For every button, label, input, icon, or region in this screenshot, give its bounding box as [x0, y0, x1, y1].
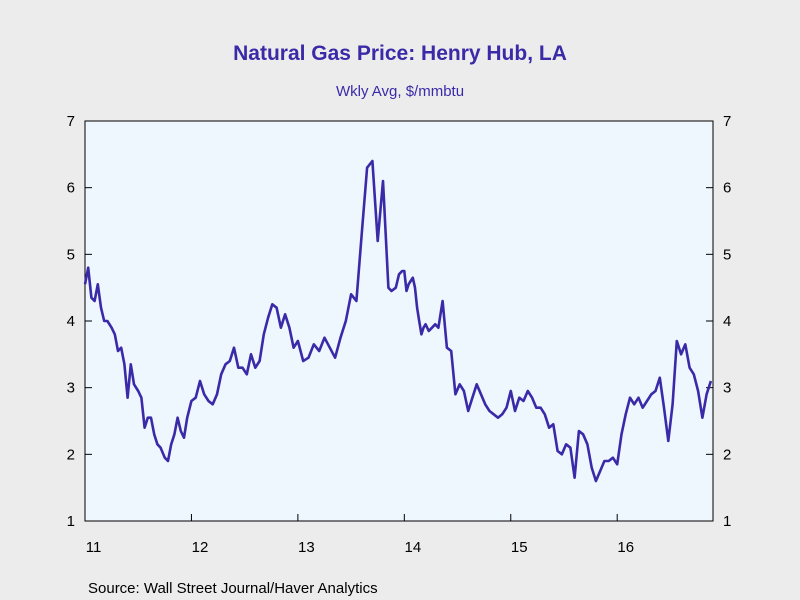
- y-tick-label-right: 1: [723, 513, 731, 530]
- x-tick-label: 11: [86, 539, 102, 556]
- x-tick-label: 13: [298, 539, 315, 556]
- y-tick-label-right: 3: [723, 380, 731, 397]
- plot-area: [84, 120, 714, 522]
- x-tick-label: 14: [404, 539, 421, 556]
- x-tick-label: 15: [511, 539, 528, 556]
- y-tick-label-left: 4: [67, 313, 75, 330]
- y-tick-label-right: 2: [723, 446, 731, 463]
- y-axis-right: 1 2 3 4 5 6 7: [706, 113, 731, 530]
- y-tick-label-right: 4: [723, 313, 731, 330]
- chart-title: Natural Gas Price: Henry Hub, LA: [233, 42, 567, 65]
- x-tick-label: 16: [617, 539, 634, 556]
- y-tick-label-right: 5: [723, 246, 731, 263]
- y-tick-label-left: 6: [67, 180, 75, 197]
- chart-subtitle: Wkly Avg, $/mmbtu: [336, 83, 464, 100]
- y-tick-label-right: 7: [723, 113, 731, 130]
- y-tick-label-left: 1: [67, 513, 75, 530]
- source-note: Source: Wall Street Journal/Haver Analyt…: [88, 580, 378, 597]
- x-axis: 11 12 13 14 15 16: [86, 514, 634, 556]
- y-tick-label-left: 2: [67, 446, 75, 463]
- y-tick-label-left: 5: [67, 246, 75, 263]
- x-tick-label: 12: [192, 539, 209, 556]
- y-tick-label-right: 6: [723, 180, 731, 197]
- y-tick-label-left: 3: [67, 380, 75, 397]
- y-tick-label-left: 7: [67, 113, 75, 130]
- y-axis-left: 1 2 3 4 5 6 7: [67, 113, 92, 530]
- price-series-line: [83, 159, 713, 483]
